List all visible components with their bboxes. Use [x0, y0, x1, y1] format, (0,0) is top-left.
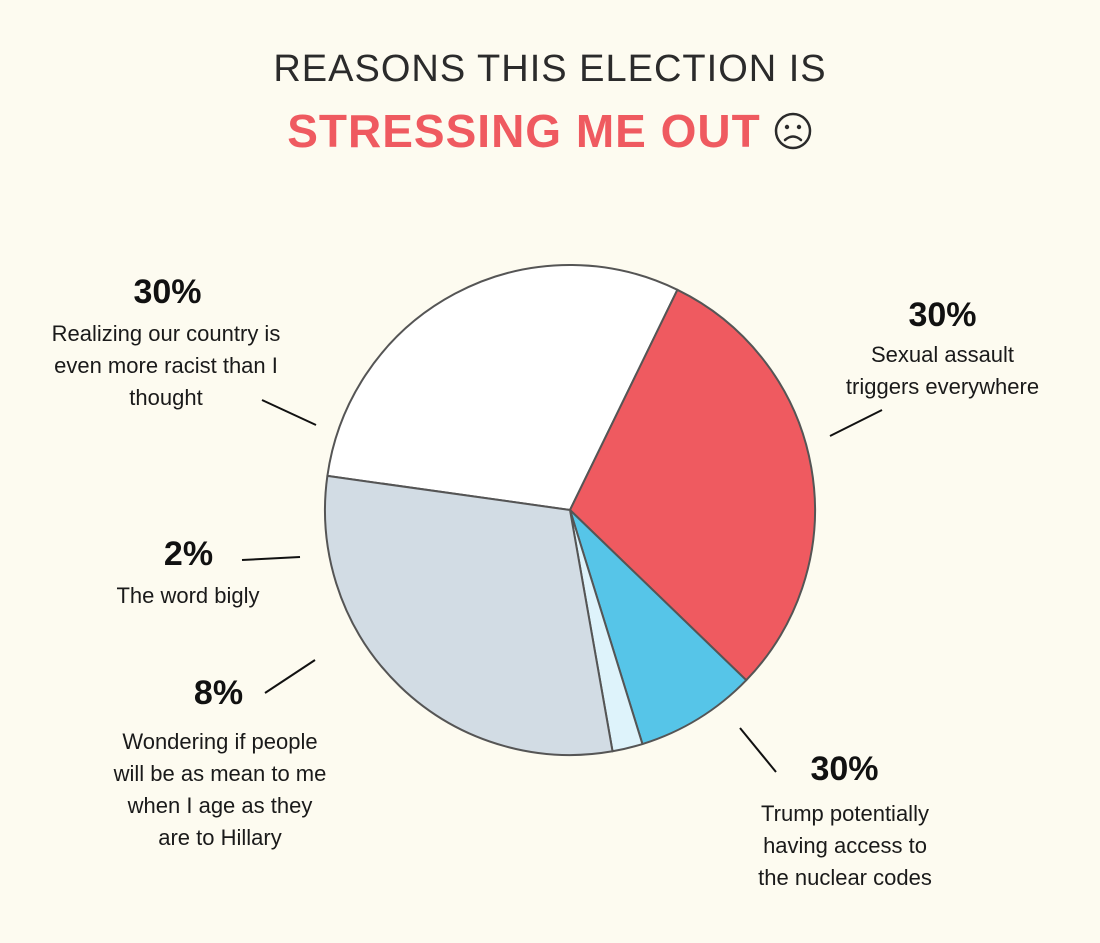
slice-percent-label: 30% — [810, 750, 879, 788]
slice-text-label: The word bigly — [116, 583, 260, 608]
slice-text-label: Wondering if people will be as mean to m… — [113, 729, 327, 850]
leader-line — [739, 727, 777, 773]
leader-line — [241, 556, 301, 561]
sad-face-icon — [774, 112, 811, 150]
leader-line — [261, 399, 317, 426]
chart-title-line-2: STRESSING ME OUT — [0, 104, 1100, 158]
leader-line — [829, 409, 883, 437]
chart-title-emphasis: STRESSING ME OUT — [287, 105, 761, 157]
slice-text-label: Realizing our country is even more racis… — [51, 321, 281, 410]
slice-percent-label: 2% — [163, 535, 214, 573]
chart-title-line-1: REASONS THIS ELECTION IS — [273, 48, 827, 90]
slice-text-label: Sexual assault triggers everywhere — [845, 342, 1040, 399]
pie-slice — [569, 288, 816, 682]
pie-slice — [324, 474, 614, 756]
leader-line — [264, 659, 316, 694]
slice-percent-label: 30% — [908, 296, 977, 334]
slice-percent-label: 30% — [133, 273, 202, 311]
slice-percent-label: 8% — [193, 674, 244, 712]
pie-slice — [569, 509, 748, 746]
pie-slice — [326, 264, 679, 511]
slice-text-label: Trump potentially having access to the n… — [758, 801, 932, 890]
